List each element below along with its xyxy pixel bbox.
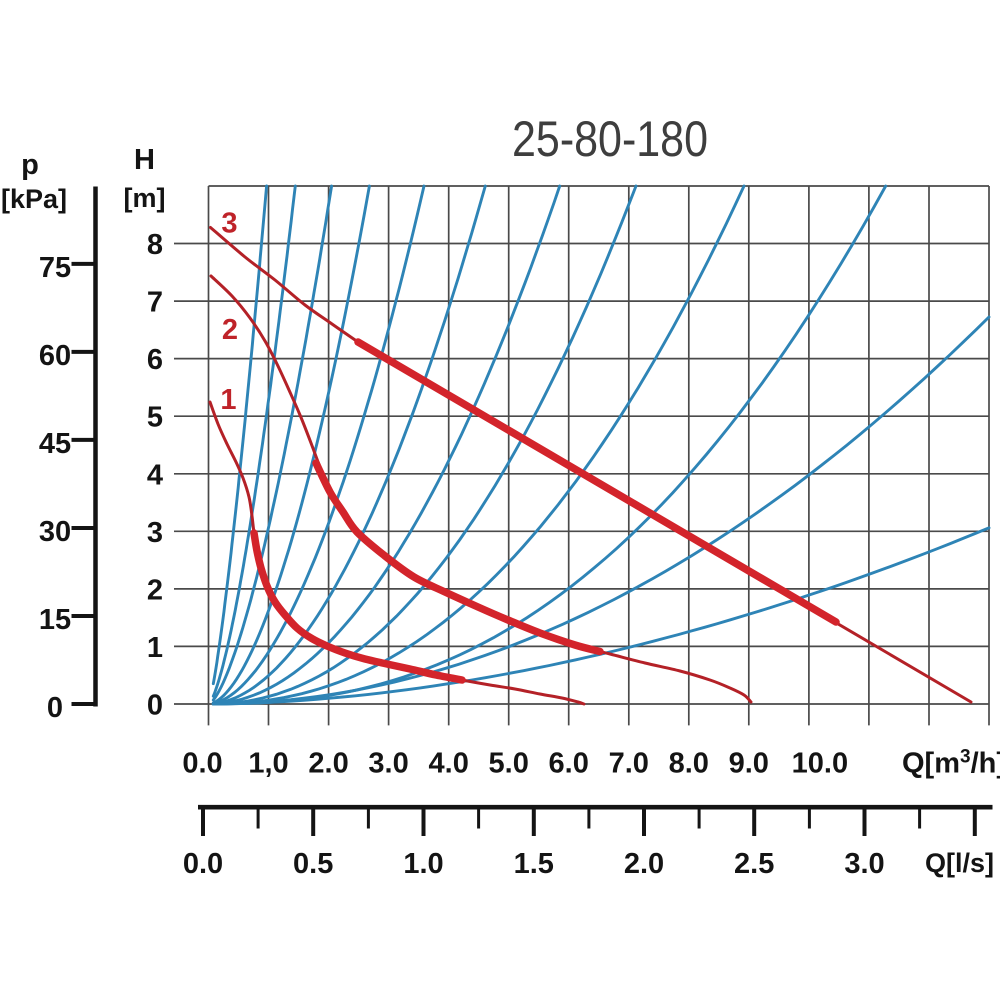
svg-text:5: 5 bbox=[147, 402, 163, 434]
svg-text:2.5: 2.5 bbox=[734, 848, 774, 880]
svg-text:2: 2 bbox=[147, 574, 163, 606]
svg-text:5.0: 5.0 bbox=[489, 748, 529, 780]
svg-text:H: H bbox=[134, 144, 155, 176]
svg-text:3: 3 bbox=[221, 208, 237, 240]
svg-text:6.0: 6.0 bbox=[549, 748, 589, 780]
svg-text:Q[l/s]: Q[l/s] bbox=[925, 848, 994, 878]
svg-text:15: 15 bbox=[39, 604, 71, 636]
svg-text:Q[m3/h]: Q[m3/h] bbox=[902, 747, 1000, 780]
svg-text:[kPa]: [kPa] bbox=[1, 184, 67, 214]
svg-text:2.0: 2.0 bbox=[624, 848, 664, 880]
svg-text:3.0: 3.0 bbox=[844, 848, 884, 880]
svg-text:2.0: 2.0 bbox=[308, 748, 348, 780]
svg-text:0.0: 0.0 bbox=[182, 748, 222, 780]
svg-text:25-80-180: 25-80-180 bbox=[512, 111, 708, 167]
svg-text:75: 75 bbox=[39, 252, 71, 284]
svg-text:2: 2 bbox=[222, 314, 238, 346]
svg-text:0: 0 bbox=[147, 690, 163, 722]
svg-text:60: 60 bbox=[39, 340, 71, 372]
svg-text:1: 1 bbox=[147, 632, 163, 664]
svg-text:6: 6 bbox=[147, 344, 163, 376]
svg-text:8.0: 8.0 bbox=[669, 748, 709, 780]
svg-text:8: 8 bbox=[147, 229, 163, 261]
svg-text:4.0: 4.0 bbox=[429, 748, 469, 780]
svg-text:9.0: 9.0 bbox=[729, 748, 769, 780]
svg-text:7.0: 7.0 bbox=[609, 748, 649, 780]
svg-text:0.5: 0.5 bbox=[293, 848, 333, 880]
svg-text:3: 3 bbox=[147, 517, 163, 549]
svg-text:0: 0 bbox=[47, 692, 63, 724]
svg-text:45: 45 bbox=[39, 428, 71, 460]
svg-text:7: 7 bbox=[147, 287, 163, 319]
svg-text:p: p bbox=[21, 149, 39, 181]
svg-text:1: 1 bbox=[220, 384, 236, 416]
svg-text:1.5: 1.5 bbox=[514, 848, 554, 880]
svg-text:30: 30 bbox=[39, 516, 71, 548]
svg-text:1,0: 1,0 bbox=[248, 748, 288, 780]
svg-text:0.0: 0.0 bbox=[183, 848, 223, 880]
svg-text:[m]: [m] bbox=[124, 183, 166, 213]
svg-text:1.0: 1.0 bbox=[403, 848, 443, 880]
svg-text:4: 4 bbox=[147, 459, 163, 491]
svg-text:3.0: 3.0 bbox=[368, 748, 408, 780]
svg-text:10.0: 10.0 bbox=[792, 748, 848, 780]
